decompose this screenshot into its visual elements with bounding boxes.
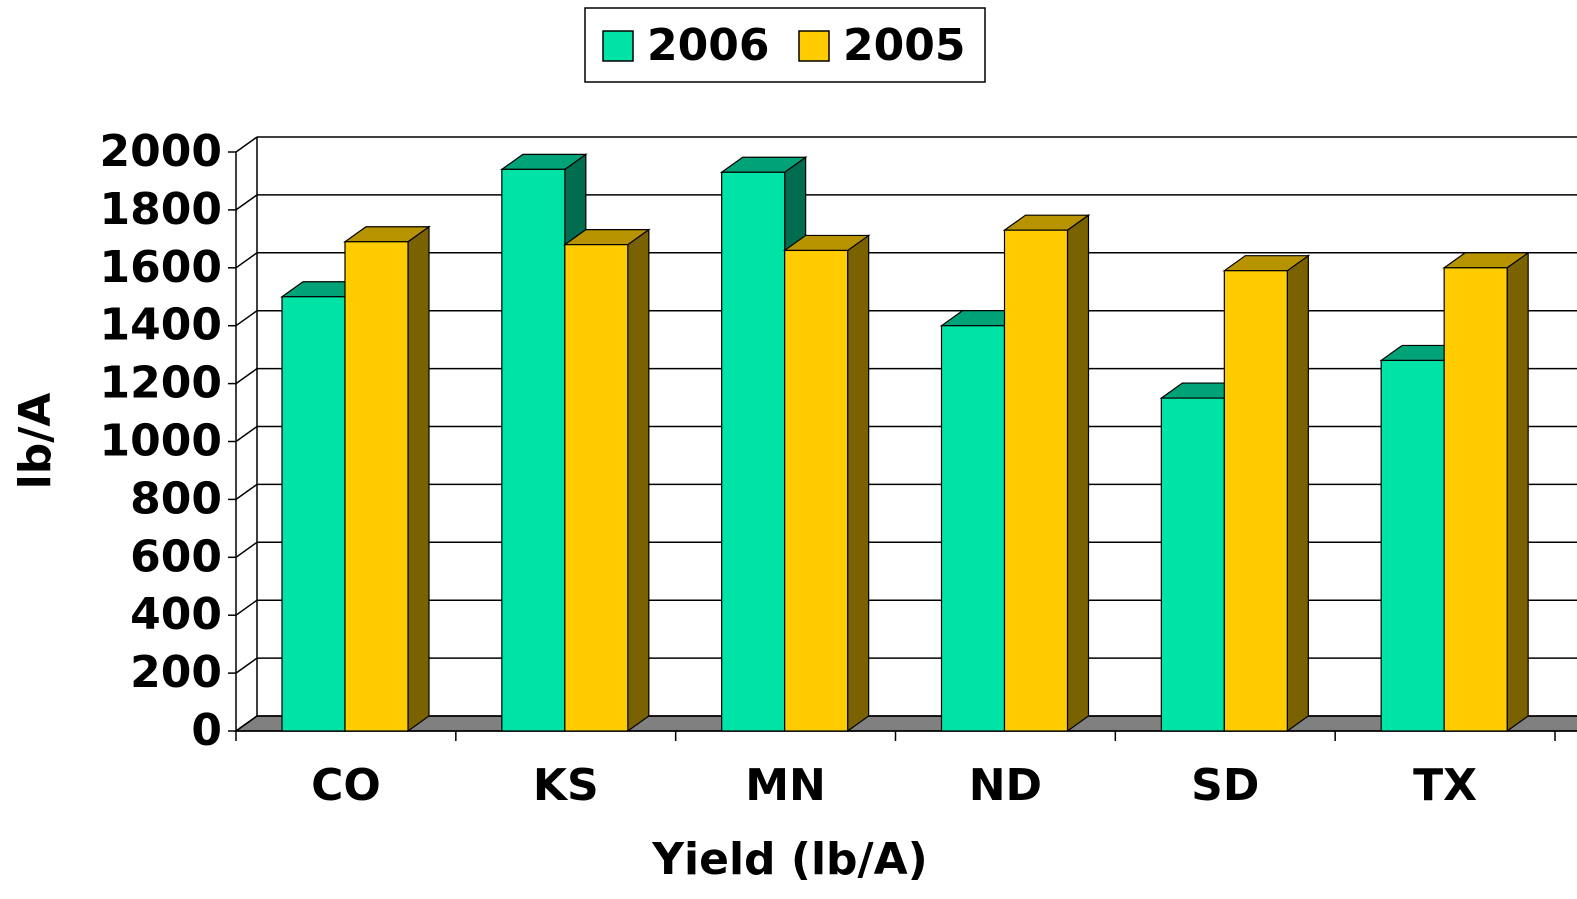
- bar-side: [1066, 213, 1090, 733]
- grid-line-side: [235, 252, 258, 269]
- bar: [1442, 251, 1531, 733]
- y-axis-title: lb/A: [10, 393, 61, 490]
- y-tick-label: 1400: [100, 300, 222, 351]
- bar-front: [721, 171, 786, 732]
- floor: [233, 715, 1577, 732]
- grid-line-side: [235, 599, 258, 616]
- y-tick-label: 1600: [100, 242, 222, 293]
- bar-side: [847, 234, 870, 733]
- legend-swatch: [798, 30, 830, 62]
- bar: [343, 225, 431, 733]
- y-tick-label: 1000: [100, 416, 222, 467]
- bar-front: [1223, 270, 1288, 732]
- bar-side: [407, 225, 430, 733]
- x-tick-label: ND: [969, 760, 1042, 811]
- bar-front: [344, 241, 409, 732]
- y-tick-label: 1800: [100, 184, 222, 235]
- bar-front: [1443, 267, 1508, 732]
- legend-swatch: [602, 30, 634, 62]
- legend-label: 2005: [843, 20, 965, 71]
- bar-front: [1160, 397, 1225, 732]
- grid-line-side: [235, 194, 258, 211]
- grid-line-side: [235, 657, 258, 674]
- legend-label: 2006: [647, 20, 769, 71]
- y-tick-label: 2000: [100, 126, 222, 177]
- bar: [1222, 254, 1311, 733]
- y-tick-label: 400: [130, 589, 222, 640]
- bar-front: [784, 249, 849, 732]
- bar-front: [281, 296, 346, 732]
- x-axis-title: Yield (lb/A): [651, 834, 928, 885]
- grid-line-side: [235, 136, 258, 153]
- legend-box: [584, 7, 986, 83]
- x-tick-label: SD: [1191, 760, 1259, 811]
- bar-side: [1506, 251, 1529, 733]
- grid-line-side: [235, 310, 258, 327]
- bar: [782, 234, 871, 733]
- x-tick-label: CO: [311, 760, 381, 811]
- x-tick-label: KS: [533, 760, 599, 811]
- y-tick-label: 1200: [100, 358, 222, 409]
- x-tick-label: TX: [1413, 760, 1477, 811]
- grid-line-side: [235, 425, 258, 443]
- y-tick-label: 800: [130, 473, 222, 524]
- grid-line-side: [235, 541, 258, 558]
- bar-front: [501, 168, 566, 732]
- grid-line-side: [235, 715, 258, 732]
- x-tick-label: MN: [745, 760, 826, 811]
- bar-front: [564, 244, 629, 732]
- bar-side: [627, 228, 650, 733]
- bar-front: [940, 325, 1006, 732]
- grid-line-side: [235, 367, 258, 385]
- grid-line-side: [235, 483, 258, 501]
- bar: [1002, 213, 1091, 733]
- bar-side: [1286, 254, 1309, 733]
- bar-front: [1380, 359, 1445, 732]
- bar: [562, 228, 651, 733]
- y-tick-label: 200: [130, 647, 222, 698]
- y-tick-label: 600: [130, 531, 222, 582]
- y-tick-label: 0: [191, 705, 222, 756]
- bar-front: [1003, 229, 1069, 732]
